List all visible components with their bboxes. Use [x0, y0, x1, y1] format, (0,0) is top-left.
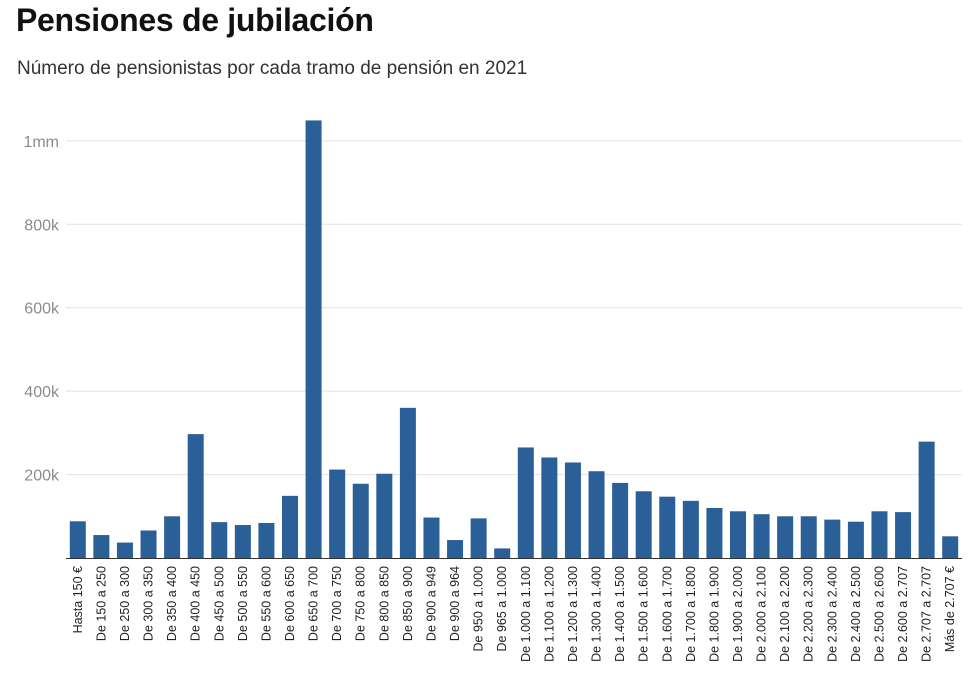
x-tick-label: De 700 a 750 — [330, 566, 344, 641]
bar — [376, 473, 393, 558]
bar — [871, 511, 888, 558]
x-tick-label: De 2.000 a 2.100 — [755, 566, 769, 662]
x-tick-label: De 1.300 a 1.400 — [590, 566, 604, 662]
bar — [494, 548, 511, 558]
bar — [753, 514, 770, 558]
x-tick-label: De 2.600 a 2.707 — [896, 566, 910, 662]
x-tick-label: De 750 a 800 — [354, 566, 368, 641]
bar — [234, 525, 251, 558]
chart-title: Pensiones de jubilación — [16, 2, 374, 38]
bar — [258, 522, 275, 558]
bar — [612, 482, 629, 558]
bar — [824, 519, 841, 558]
bar — [329, 469, 346, 558]
x-tick-label: De 150 a 250 — [94, 566, 108, 641]
x-tick-label: Hasta 150 € — [71, 566, 85, 633]
bar — [682, 500, 699, 558]
x-axis-labels: Hasta 150 € De 150 a 250 De 250 a 300 De 30… — [71, 566, 957, 662]
x-tick-label: De 965 a 1.000 — [495, 566, 509, 652]
x-tick-label: De 2.500 a 2.600 — [872, 566, 886, 662]
x-tick-label: De 1.700 a 1.800 — [684, 566, 698, 662]
x-tick-label: De 800 a 850 — [377, 566, 391, 641]
y-tick-label: 200k — [24, 468, 60, 485]
x-tick-label: De 2.100 a 2.200 — [778, 566, 792, 662]
bar — [187, 434, 204, 558]
x-tick-label: De 950 a 1.000 — [472, 566, 486, 652]
x-tick-label: De 1.800 a 1.900 — [707, 566, 721, 662]
y-tick-label: 1mm — [23, 134, 59, 151]
x-tick-label: De 850 a 900 — [401, 566, 415, 641]
bar — [352, 483, 369, 558]
x-tick-label: De 500 a 550 — [236, 566, 250, 641]
bar — [305, 120, 322, 558]
x-tick-label: De 1.600 a 1.700 — [660, 566, 674, 662]
x-tick-label: De 2.400 a 2.500 — [849, 566, 863, 662]
bar — [470, 518, 487, 558]
x-tick-label: De 1.000 a 1.100 — [519, 566, 533, 662]
x-tick-label: De 650 a 700 — [307, 566, 321, 641]
x-tick-label: De 600 a 650 — [283, 566, 297, 641]
bars — [69, 120, 959, 558]
x-tick-label: De 1.900 a 2.000 — [731, 566, 745, 662]
bar — [942, 536, 959, 558]
x-tick-label: De 450 a 500 — [212, 566, 226, 641]
bar — [164, 516, 181, 558]
bar — [211, 522, 228, 558]
x-tick-label: De 1.200 a 1.300 — [566, 566, 580, 662]
x-tick-label: De 900 a 964 — [448, 566, 462, 641]
bar — [800, 516, 817, 558]
y-axis-ticks: 200k 400k 600k 800k 1mm — [23, 134, 60, 485]
x-tick-label: De 900 a 949 — [424, 566, 438, 641]
bar — [730, 511, 746, 558]
bar — [847, 521, 864, 558]
x-tick-label: De 550 a 600 — [259, 566, 273, 641]
x-tick-label: De 300 a 350 — [142, 566, 156, 641]
bar — [423, 517, 440, 558]
bar — [564, 462, 581, 558]
bar — [635, 491, 652, 558]
bar — [517, 447, 534, 558]
bar — [399, 407, 416, 558]
x-tick-label: De 2.300 a 2.400 — [825, 566, 839, 662]
bar — [447, 540, 464, 558]
bar — [116, 542, 133, 558]
bar — [282, 495, 298, 558]
x-tick-label: Más de 2.707 € — [943, 566, 957, 652]
bar — [659, 496, 676, 558]
y-tick-label: 800k — [24, 217, 60, 234]
chart-subtitle: Número de pensionistas por cada tramo de… — [17, 58, 528, 79]
y-tick-label: 400k — [24, 384, 60, 401]
bar — [541, 457, 558, 558]
x-tick-label: De 250 a 300 — [118, 566, 132, 641]
bar — [706, 507, 723, 558]
bar — [918, 441, 935, 558]
x-tick-label: De 350 a 400 — [165, 566, 179, 641]
x-tick-label: De 1.100 a 1.200 — [542, 566, 556, 662]
bar — [93, 535, 110, 558]
bar — [588, 471, 605, 558]
bar — [895, 512, 912, 558]
bar — [140, 530, 157, 558]
x-tick-label: De 400 a 450 — [189, 566, 203, 641]
x-tick-label: De 1.500 a 1.600 — [637, 566, 651, 662]
x-tick-label: De 1.400 a 1.500 — [613, 566, 627, 662]
bar — [69, 521, 86, 558]
x-tick-label: De 2.707 a 2.707 — [920, 566, 934, 662]
x-tick-label: De 2.200 a 2.300 — [802, 566, 816, 662]
gridlines — [66, 140, 962, 476]
y-tick-label: 600k — [24, 301, 60, 318]
bar — [777, 516, 794, 558]
